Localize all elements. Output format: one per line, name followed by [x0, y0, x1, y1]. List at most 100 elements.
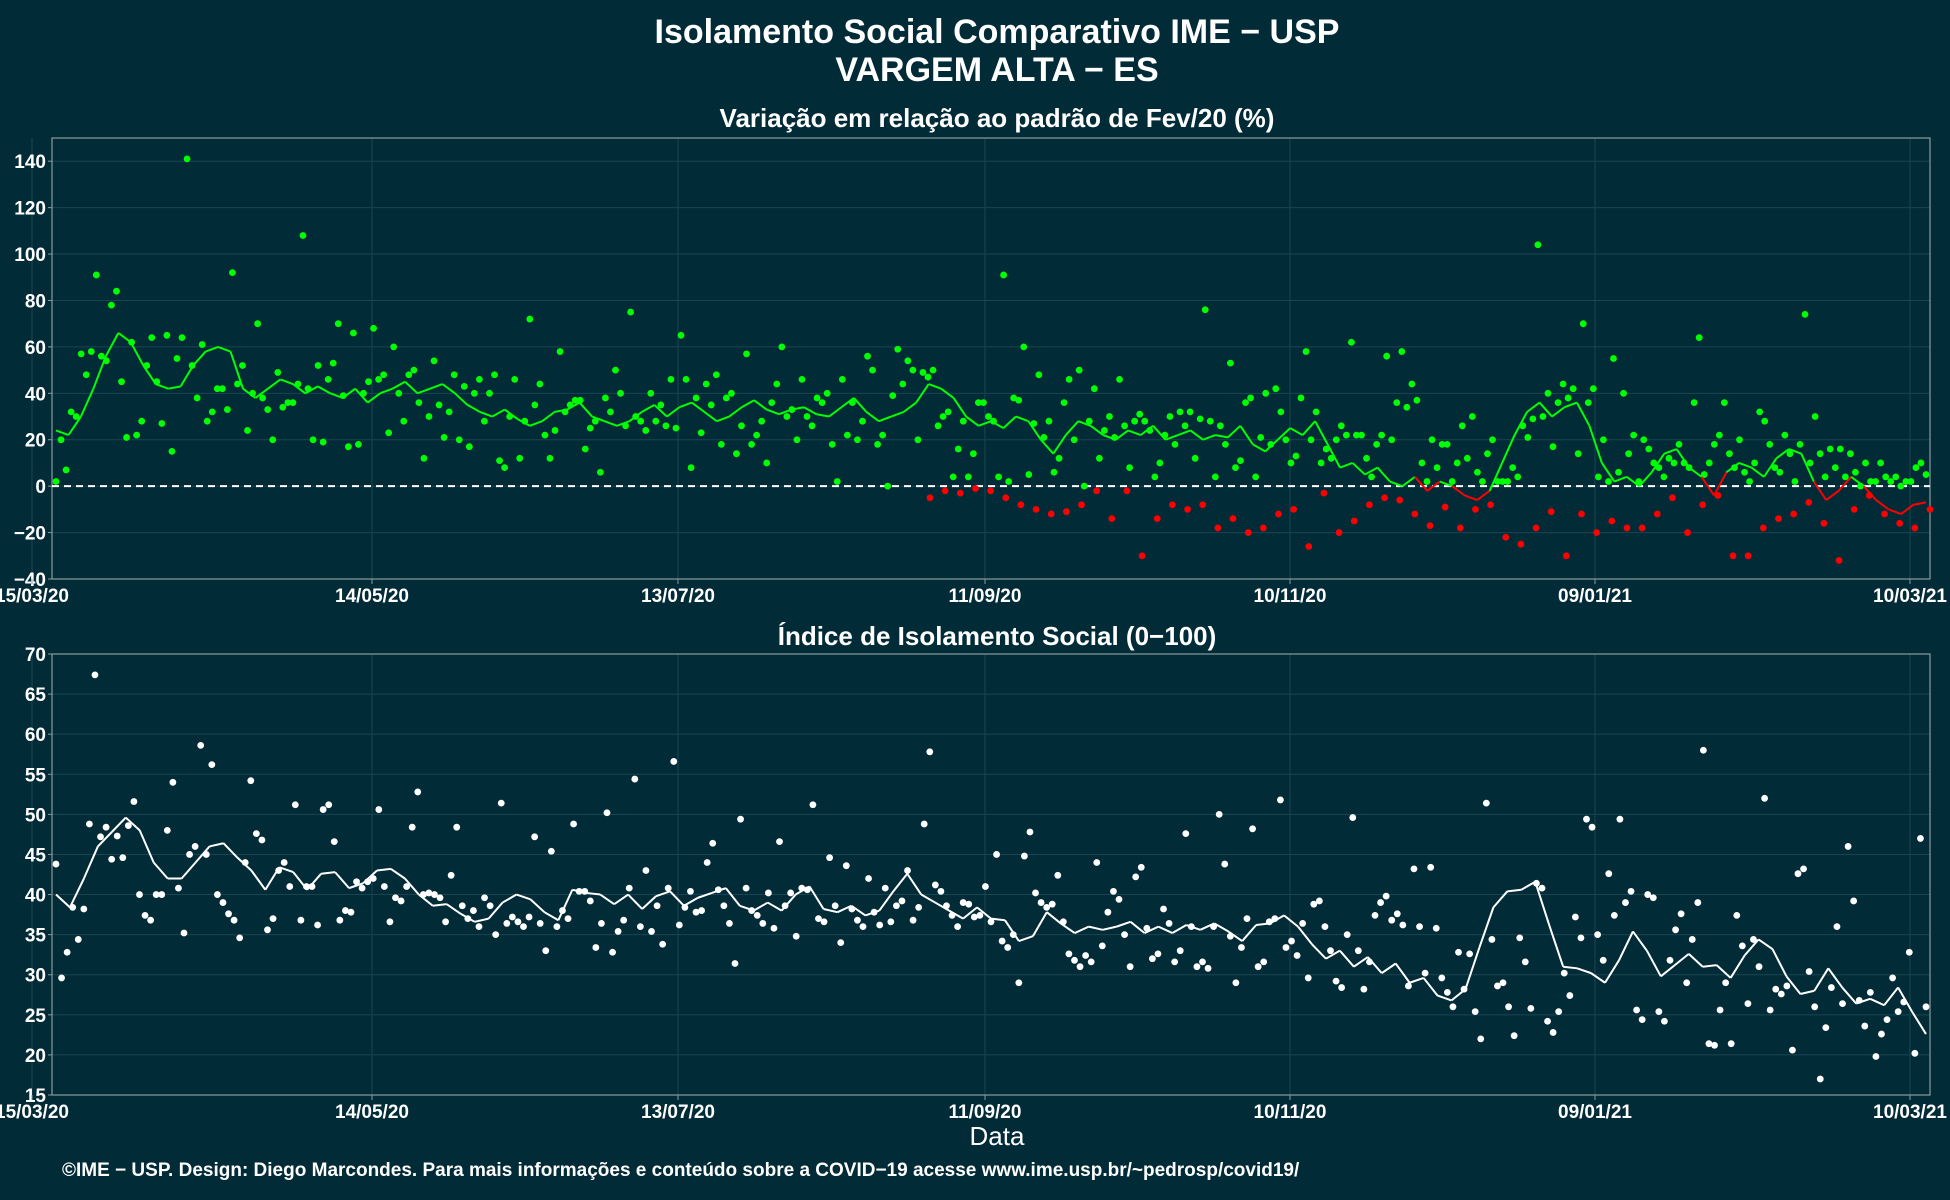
moving-average-segment [753, 399, 768, 411]
data-point [365, 378, 372, 386]
data-point [486, 902, 494, 910]
data-point [914, 436, 922, 444]
data-point [1836, 445, 1844, 453]
data-point [818, 399, 826, 406]
data-point [1529, 415, 1537, 423]
data-point [1312, 408, 1320, 416]
data-point [753, 911, 761, 919]
data-point [63, 948, 71, 956]
moving-average-segment [1900, 503, 1915, 515]
data-point [203, 417, 211, 425]
data-point [598, 920, 605, 927]
data-point [1321, 923, 1329, 931]
moving-average-segment [1177, 429, 1191, 437]
moving-average-segment [1389, 480, 1403, 488]
moving-average-segment [1264, 439, 1279, 453]
data-point [733, 450, 740, 458]
data-point [1564, 394, 1572, 402]
data-point [1433, 464, 1441, 471]
moving-average-segment [678, 401, 693, 409]
data-point [1494, 478, 1501, 485]
data-point [1746, 478, 1753, 485]
moving-average-segment [1750, 466, 1765, 478]
data-point [1521, 958, 1529, 966]
moving-average-segment [1812, 480, 1828, 501]
data-point [778, 343, 786, 351]
data-point [1272, 385, 1280, 393]
data-point [1635, 478, 1643, 485]
plot-frame [51, 137, 1931, 580]
data-point [1015, 396, 1023, 404]
moving-average-segment [254, 387, 269, 399]
data-point [415, 399, 423, 406]
data-point [1777, 990, 1785, 998]
data-point [208, 761, 216, 769]
data-point [1126, 963, 1134, 971]
data-point [1866, 988, 1874, 996]
data-point [289, 399, 297, 406]
moving-average-segment [1115, 429, 1129, 441]
data-point [1771, 464, 1779, 471]
data-point [403, 883, 411, 890]
data-point [1861, 1022, 1869, 1030]
moving-average-segment [616, 420, 630, 427]
moving-average-segment [446, 903, 462, 915]
moving-average-segment [432, 903, 447, 907]
data-point [1449, 1003, 1457, 1011]
moving-average-segment [655, 890, 671, 898]
data-point [617, 389, 624, 397]
data-point [995, 473, 1002, 481]
data-point [944, 408, 952, 416]
data-point [1661, 1017, 1668, 1025]
negative-point [987, 487, 995, 495]
moving-average-segment [155, 383, 169, 390]
data-point [1694, 899, 1702, 906]
data-point [180, 929, 188, 937]
negative-point [1365, 501, 1373, 509]
data-point [455, 436, 463, 444]
data-point [1744, 1000, 1752, 1007]
moving-average-segment [1297, 925, 1313, 945]
x-tick-label: 14/05/20 [335, 586, 409, 607]
x-tick-label: 10/03/21 [1873, 586, 1947, 607]
data-point [1622, 899, 1629, 906]
data-point [1307, 436, 1315, 444]
moving-average-segment [502, 893, 518, 904]
moving-average-segment [104, 332, 120, 357]
data-point [1660, 473, 1668, 481]
data-point [1249, 825, 1256, 833]
moving-average-segment [1158, 925, 1173, 934]
data-point [1292, 452, 1300, 460]
data-point [1477, 1035, 1485, 1043]
moving-average-segment [1788, 448, 1802, 455]
data-point [1599, 956, 1607, 964]
data-point [67, 408, 75, 416]
moving-average-segment [840, 397, 855, 409]
y-tick-label: 50 [25, 805, 46, 826]
moving-average-segment [1576, 967, 1592, 975]
data-point [1191, 454, 1199, 462]
data-point [813, 394, 821, 402]
data-point [1098, 942, 1106, 950]
data-point [1538, 884, 1546, 892]
data-point [1418, 459, 1426, 467]
data-point [682, 375, 690, 383]
data-point [1716, 1006, 1724, 1014]
moving-average-segment [850, 904, 866, 917]
moving-average-segment [441, 383, 456, 395]
data-point [854, 436, 861, 444]
data-point [1665, 454, 1673, 462]
moving-average-segment [487, 901, 504, 920]
data-point [915, 903, 923, 911]
y-tick-label: 80 [25, 291, 46, 312]
moving-average-segment [217, 345, 231, 353]
moving-average-segment [1837, 476, 1852, 492]
data-point [481, 894, 488, 902]
data-point [1327, 947, 1334, 955]
data-point [1907, 478, 1915, 485]
moving-average-segment [965, 415, 980, 427]
x-tick-label: 15/03/20 [0, 586, 69, 607]
data-point [234, 380, 241, 388]
data-point [334, 320, 342, 328]
data-point [1136, 410, 1144, 418]
